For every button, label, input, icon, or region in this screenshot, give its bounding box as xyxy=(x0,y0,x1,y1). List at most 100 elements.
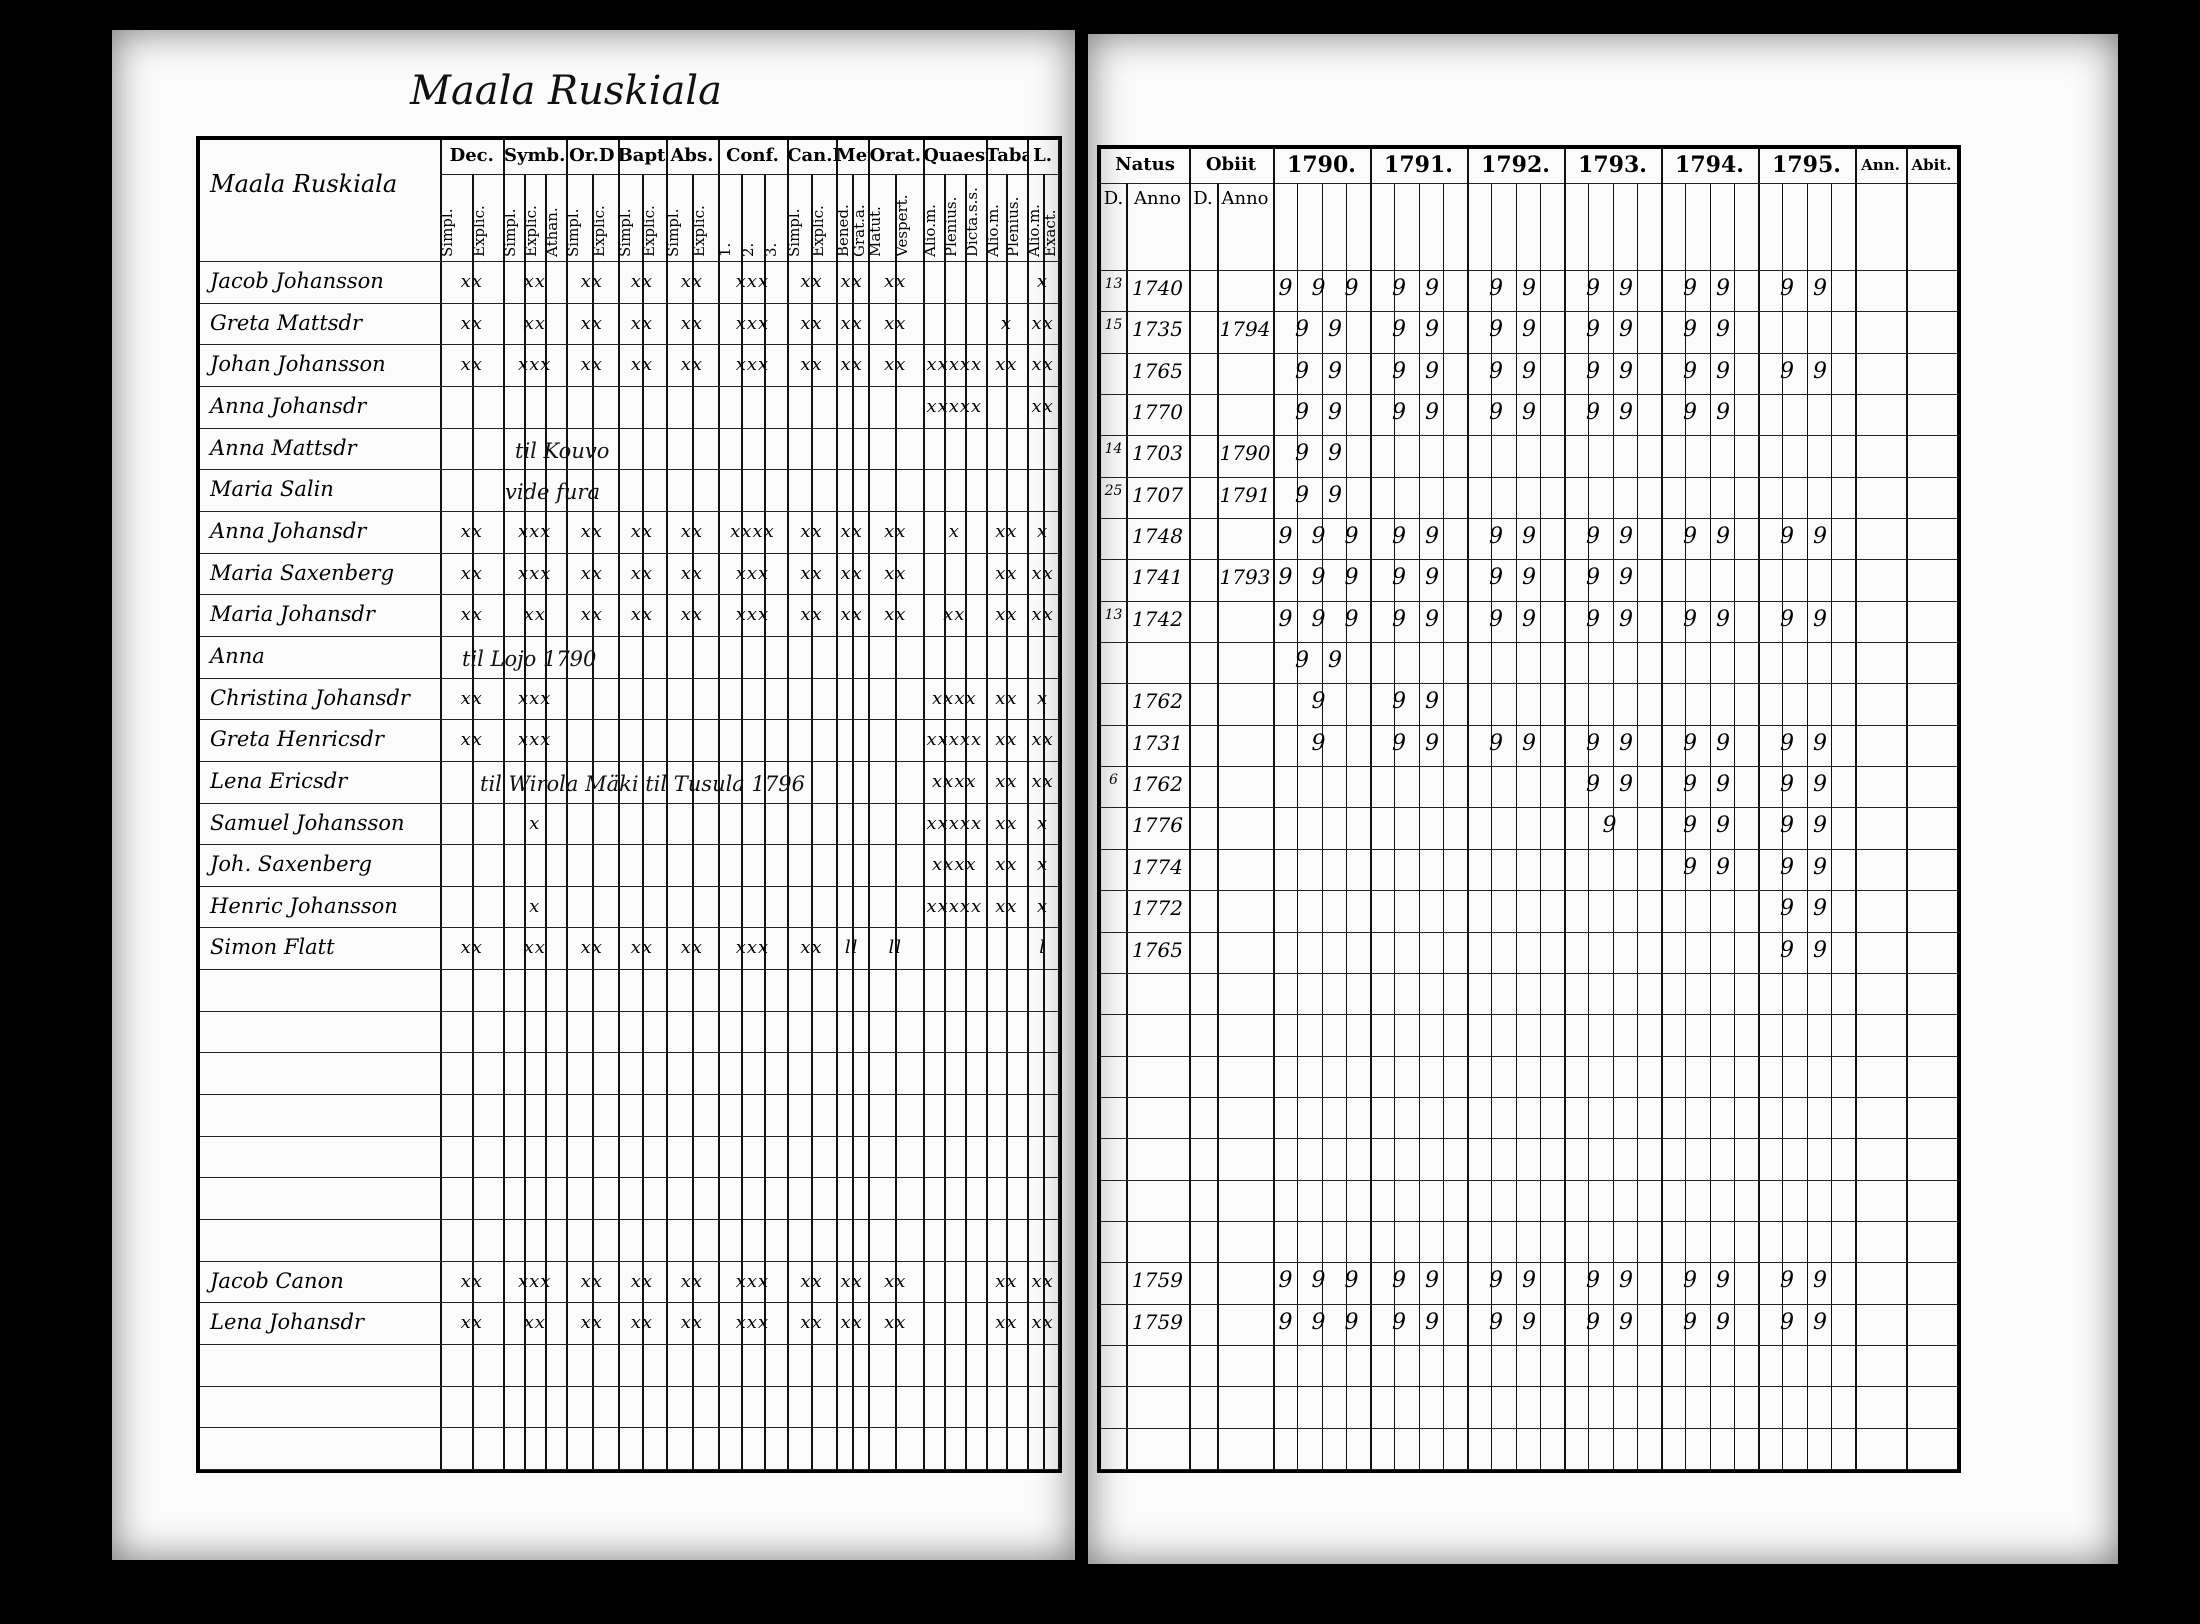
row-divider xyxy=(200,427,1058,429)
check-mark: xx xyxy=(1031,1270,1054,1292)
year-mark: 9 9 xyxy=(1392,276,1445,301)
row-divider xyxy=(200,677,1058,679)
check-mark: xx xyxy=(460,312,483,334)
row-divider xyxy=(200,802,1058,804)
subcolumn-header: Explic. xyxy=(471,205,488,257)
year-header-4: 1794. xyxy=(1675,152,1744,178)
check-mark: xx xyxy=(680,937,704,959)
row-divider xyxy=(1101,807,1957,809)
check-mark: xx xyxy=(995,812,1018,834)
subcolumn-divider xyxy=(1418,183,1420,1469)
row-divider xyxy=(200,552,1058,554)
check-mark: xx xyxy=(460,687,483,709)
check-mark: xx xyxy=(580,604,603,626)
year-mark: 9 9 xyxy=(1392,606,1445,632)
person-name: Jacob Canon xyxy=(210,1268,344,1293)
year-mark: 9 9 xyxy=(1683,524,1736,550)
subcolumn-divider xyxy=(1588,183,1590,1469)
natus-value: 1770 xyxy=(1132,400,1183,425)
obiit-value: 1791 xyxy=(1219,482,1271,507)
check-mark: xx xyxy=(523,312,546,334)
natus-value: 1735 xyxy=(1132,317,1183,342)
year-mark: 9 9 xyxy=(1295,441,1348,467)
year-mark: 9 9 xyxy=(1586,1309,1639,1335)
ann-header: Ann. xyxy=(1861,156,1900,174)
natus-value: 1731 xyxy=(1132,730,1183,755)
check-mark: xx xyxy=(523,604,546,626)
year-mark: 9 9 xyxy=(1780,524,1833,550)
subcolumn-header: 3. xyxy=(764,242,781,257)
check-mark: xx xyxy=(680,562,704,584)
annotation: til Kouvo xyxy=(515,439,610,463)
subcolumn-header: Explic. xyxy=(524,205,541,257)
check-mark: xx xyxy=(1031,395,1054,417)
year-mark: 9 9 xyxy=(1489,358,1542,384)
check-mark: xx xyxy=(995,1270,1018,1292)
person-name: Anna xyxy=(210,643,265,668)
check-mark: xx xyxy=(523,271,546,292)
subcolumn-divider xyxy=(764,174,767,1469)
row-divider xyxy=(200,719,1058,721)
row-divider xyxy=(1101,1138,1957,1140)
subcolumn-header: Explic. xyxy=(811,205,828,257)
natus-header: Natus xyxy=(1115,154,1175,175)
column-divider xyxy=(867,140,870,1469)
check-mark: xxx xyxy=(517,1270,552,1292)
year-mark: 9 9 xyxy=(1489,317,1542,343)
subcolumn-divider xyxy=(524,174,527,1469)
check-mark: xxxxx xyxy=(926,895,983,917)
column-divider xyxy=(1564,149,1566,1469)
row-divider xyxy=(1101,972,1957,974)
check-mark: x xyxy=(1000,312,1012,334)
row-divider xyxy=(1101,642,1957,644)
natus-value: 1759 xyxy=(1132,1309,1183,1334)
row-divider xyxy=(1101,724,1957,726)
subcolumn-header: Dicta.s.s. xyxy=(964,187,981,257)
column-divider xyxy=(1126,183,1128,1469)
year-mark: 9 xyxy=(1311,730,1332,756)
check-mark: xx xyxy=(1031,1312,1054,1334)
natus_d-value: 14 xyxy=(1104,441,1123,458)
natus_d-value: 25 xyxy=(1104,482,1123,499)
year-mark: 9 9 xyxy=(1683,813,1736,839)
person-name: Anna Johansdr xyxy=(210,393,367,418)
year-header-0: 1790. xyxy=(1287,152,1356,178)
subcolumn-divider xyxy=(1806,183,1808,1469)
row-divider xyxy=(200,927,1058,929)
person-name: Samuel Johansson xyxy=(210,810,405,835)
check-mark: xx xyxy=(800,271,823,292)
check-mark: xx xyxy=(1031,312,1054,334)
check-mark: xx xyxy=(460,354,483,376)
year-mark: 9 xyxy=(1311,689,1332,715)
row-divider xyxy=(1101,1096,1957,1098)
row-divider xyxy=(200,969,1058,971)
check-mark: xx xyxy=(680,520,704,542)
page-title: Maala Ruskiala xyxy=(410,68,722,114)
row-divider xyxy=(1101,931,1957,933)
person-name: Greta Henricsdr xyxy=(210,727,384,752)
check-mark: xx xyxy=(840,562,863,584)
check-mark: xx xyxy=(884,520,907,542)
person-name: Maria Saxenberg xyxy=(210,560,395,585)
abit-header: Abit. xyxy=(1911,156,1952,174)
check-mark: xx xyxy=(840,1312,863,1334)
check-mark: xx xyxy=(840,354,863,376)
check-mark: xxx xyxy=(735,1312,770,1334)
check-mark: x xyxy=(1037,520,1049,542)
year-mark: 9 9 xyxy=(1780,896,1833,922)
natus_d-value: 15 xyxy=(1104,317,1123,334)
column-divider xyxy=(835,140,838,1469)
year-mark: 9 9 9 xyxy=(1278,1268,1365,1294)
row-divider xyxy=(1101,1220,1957,1222)
row-divider xyxy=(1101,1262,1957,1264)
subcolumn-header: Anno xyxy=(1221,188,1269,209)
year-mark: 9 9 xyxy=(1392,524,1445,550)
column-header-9: Quaest. xyxy=(923,145,986,166)
column-header-8: Orat. xyxy=(869,145,922,166)
natus-value: 1759 xyxy=(1132,1268,1183,1293)
check-mark: xx xyxy=(884,1312,907,1334)
year-mark: 9 9 xyxy=(1780,1268,1833,1294)
check-mark: xx xyxy=(580,1270,603,1292)
column-divider xyxy=(503,140,506,1469)
check-mark: x xyxy=(529,895,541,917)
